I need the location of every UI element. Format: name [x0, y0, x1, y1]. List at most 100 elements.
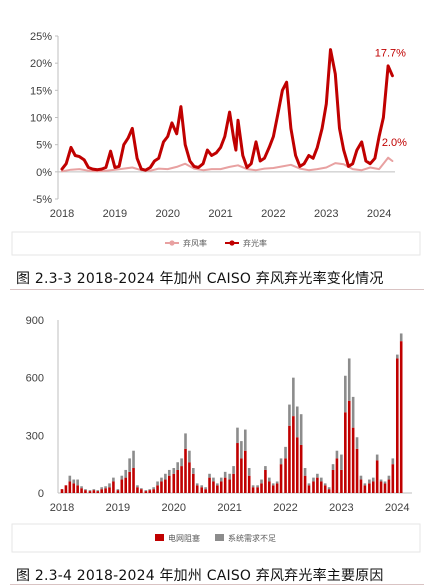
bar-grid-congestion	[375, 460, 379, 493]
figure-caption-rate: 图 2.3-3 2018-2024 年加州 CAISO 弃风弃光率变化情况	[16, 271, 384, 287]
caption-divider	[10, 584, 424, 585]
bar-grid-congestion	[84, 490, 87, 493]
bar-grid-congestion	[180, 466, 183, 493]
bar-oversupply	[303, 468, 307, 476]
legend-swatch	[155, 534, 164, 541]
x-tick-label: 2020	[155, 208, 179, 220]
annotation-solar-latest: 17.7%	[375, 48, 406, 60]
bar-oversupply	[76, 479, 79, 486]
bar-oversupply	[379, 479, 383, 482]
bar-grid-congestion	[104, 488, 107, 493]
bar-oversupply	[156, 481, 159, 486]
bar-grid-congestion	[268, 481, 271, 493]
y-tick-label: 900	[26, 315, 44, 327]
x-tick-label: 2019	[106, 502, 130, 514]
bar-oversupply	[148, 489, 152, 491]
bar-oversupply	[331, 464, 335, 470]
bar-grid-congestion	[76, 485, 79, 493]
bar-grid-congestion	[247, 475, 251, 493]
bar-grid-congestion	[164, 479, 167, 493]
bar-oversupply	[124, 469, 128, 478]
bar-grid-congestion	[307, 485, 311, 493]
y-tick-label: 25%	[30, 31, 52, 43]
x-tick-label: 2019	[103, 208, 127, 220]
bar-oversupply	[176, 462, 179, 470]
bar-grid-congestion	[108, 487, 111, 493]
bar-oversupply	[299, 414, 303, 445]
caption-divider	[10, 289, 424, 290]
bar-grid-congestion	[200, 487, 204, 493]
bar-grid-congestion	[284, 458, 287, 493]
bar-grid-congestion	[148, 490, 152, 493]
curtailment-rate-chart: 25% 20% 15% 10% 5% 0% -5% 2018 2019 2020 2021 2022 2…	[0, 0, 434, 263]
bar-oversupply	[132, 450, 135, 469]
bar-grid-congestion	[232, 473, 235, 493]
bar-grid-congestion	[331, 469, 335, 493]
bar-oversupply	[359, 475, 363, 480]
bar-oversupply	[243, 429, 247, 451]
bar-grid-congestion	[128, 471, 131, 493]
bar-oversupply	[271, 483, 275, 486]
bar-oversupply	[208, 473, 211, 478]
bar-oversupply	[128, 458, 131, 472]
figure-caption-reason: 图 2.3-4 2018-2024 年加州 CAISO 弃风弃光率主要原因	[16, 568, 384, 584]
bar-grid-congestion	[219, 481, 223, 493]
bar-grid-congestion	[124, 477, 128, 493]
y-tick-label: 20%	[30, 58, 52, 70]
bar-oversupply	[152, 487, 155, 490]
bar-oversupply	[112, 477, 115, 482]
bar-grid-congestion	[371, 481, 375, 493]
bar-grid-congestion	[92, 490, 96, 493]
bar-grid-congestion	[112, 481, 115, 493]
bar-grid-congestion	[120, 479, 124, 493]
bar-oversupply	[256, 485, 259, 488]
bar-oversupply	[204, 487, 207, 490]
legend-swatch-marker	[229, 240, 235, 246]
legend-label: 电网阻塞	[168, 533, 200, 543]
bar-oversupply	[344, 375, 347, 413]
bar-grid-congestion	[391, 464, 395, 493]
bar-oversupply	[240, 441, 243, 459]
bar-grid-congestion	[279, 464, 283, 493]
bar-grid-congestion	[312, 481, 315, 493]
bar-oversupply	[136, 485, 139, 488]
bar-oversupply	[188, 450, 191, 463]
bar-oversupply	[247, 468, 251, 476]
bar-grid-congestion	[256, 487, 259, 493]
bar-grid-congestion	[152, 489, 155, 493]
curtailment-reason-chart: 900 600 300 0 2018 2019 2020 2021 2022 2023 2024 电网…	[0, 296, 434, 560]
bar-oversupply	[223, 471, 227, 478]
bar-grid-congestion	[212, 481, 215, 493]
bar-grid-congestion	[88, 491, 92, 493]
bar-grid-congestion	[144, 491, 148, 493]
bar-grid-congestion	[323, 485, 327, 493]
legend-label: 系统需求不足	[228, 533, 276, 543]
bar-oversupply	[104, 486, 107, 489]
bar-grid-congestion	[195, 485, 199, 493]
bar-oversupply	[347, 358, 351, 401]
bar-oversupply	[144, 490, 148, 492]
bar-oversupply	[236, 427, 239, 444]
bar-oversupply	[108, 483, 111, 488]
bar-grid-congestion	[399, 341, 403, 493]
bar-grid-congestion	[243, 450, 247, 493]
bar-grid-congestion	[335, 458, 339, 493]
bar-grid-congestion	[387, 479, 391, 493]
y-tick-label: 300	[26, 430, 44, 442]
bar-oversupply	[335, 450, 339, 459]
bar-oversupply	[96, 490, 100, 492]
bar-oversupply	[399, 333, 403, 342]
bar-oversupply	[395, 354, 399, 359]
bar-grid-congestion	[192, 473, 195, 493]
bar-grid-congestion	[355, 448, 359, 493]
x-tick-label: 2024	[385, 502, 409, 514]
bar-grid-congestion	[184, 448, 187, 493]
bar-oversupply	[268, 477, 271, 482]
bar-grid-congestion	[160, 481, 163, 493]
bar-oversupply	[219, 477, 223, 482]
bar-oversupply	[232, 466, 235, 474]
bar-grid-congestion	[228, 479, 231, 493]
bar-oversupply	[292, 377, 295, 417]
bar-oversupply	[72, 479, 76, 484]
bar-oversupply	[120, 475, 124, 480]
